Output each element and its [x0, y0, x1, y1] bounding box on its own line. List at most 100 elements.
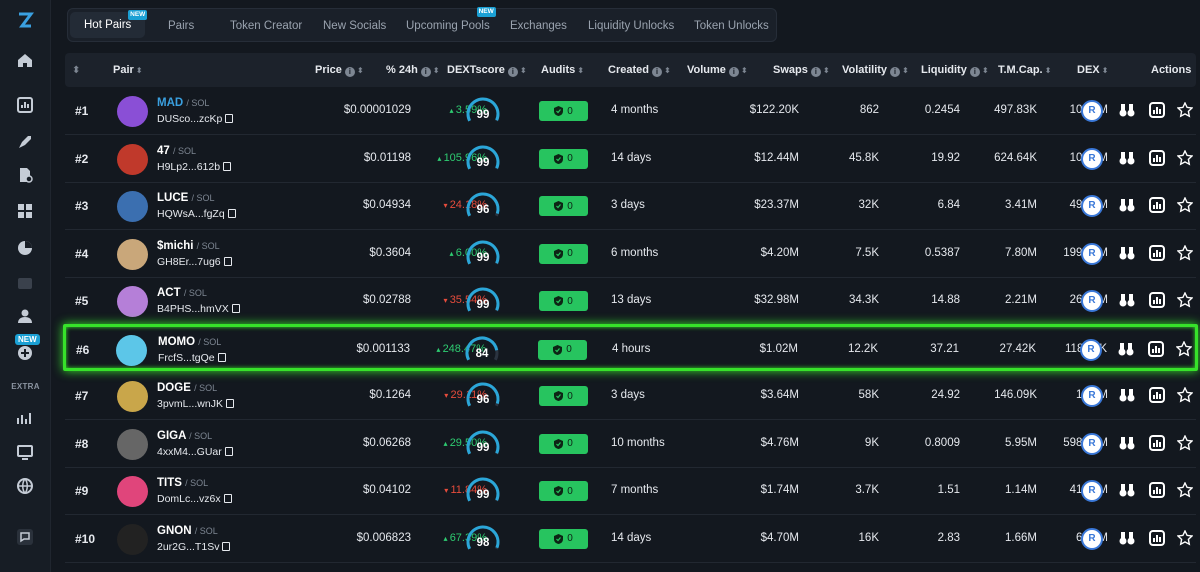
- col-volatility[interactable]: Volatility i ⬍: [842, 53, 909, 87]
- raydium-dex-icon[interactable]: R: [1081, 147, 1103, 170]
- binoculars-icon[interactable]: [1119, 482, 1135, 498]
- binoculars-icon[interactable]: [1119, 150, 1135, 166]
- sort-icon[interactable]: ⬍: [356, 66, 364, 75]
- copy-icon[interactable]: [231, 304, 240, 313]
- sort-icon[interactable]: ⬍: [902, 66, 909, 75]
- binoculars-icon[interactable]: [1119, 102, 1135, 118]
- chart-view-icon[interactable]: [1149, 197, 1165, 213]
- col-actions[interactable]: Actions: [1151, 53, 1191, 87]
- col-dextscore[interactable]: DEXTscore i ⬍: [447, 53, 527, 87]
- pair-name[interactable]: ACT / SOL: [157, 287, 207, 299]
- sort-icon[interactable]: ⬍: [135, 66, 143, 75]
- sort-icon[interactable]: ⬍: [981, 66, 989, 75]
- raydium-dex-icon[interactable]: R: [1080, 338, 1102, 361]
- table-row[interactable]: #3 LUCE / SOL HQWsA...fgZq $0.04934 ▾ 24.18%…: [65, 183, 1196, 230]
- copy-icon[interactable]: [225, 399, 234, 408]
- tab-pairs[interactable]: Pairs: [168, 9, 194, 43]
- info-icon[interactable]: i: [507, 67, 518, 77]
- star-icon[interactable]: [1177, 482, 1193, 498]
- token-avatar[interactable]: [117, 143, 148, 175]
- star-icon[interactable]: [1177, 149, 1193, 166]
- star-icon[interactable]: [1177, 387, 1193, 403]
- pair-name[interactable]: LUCE / SOL: [157, 192, 215, 204]
- info-icon[interactable]: i: [420, 67, 431, 77]
- star-icon[interactable]: [1177, 292, 1193, 308]
- table-row[interactable]: #9 TITS / SOL DomLc...vz6x $0.04102 ▾ 11.84%…: [65, 468, 1196, 515]
- col-created[interactable]: Created i ⬍: [608, 53, 671, 87]
- star-icon[interactable]: [1177, 529, 1193, 546]
- star-icon[interactable]: [1177, 102, 1193, 118]
- pair-name[interactable]: DOGE / SOL: [157, 382, 217, 394]
- tab-upcoming-pools[interactable]: Upcoming Pools NEW: [406, 7, 496, 43]
- pair-name[interactable]: MOMO / SOL: [158, 336, 221, 348]
- col-tmcap[interactable]: T.M.Cap. ⬍: [998, 53, 1051, 87]
- pair-name[interactable]: GNON / SOL: [157, 525, 218, 537]
- pie-chart-nav[interactable]: [13, 236, 37, 260]
- token-avatar[interactable]: [117, 523, 148, 555]
- pair-name[interactable]: TITS / SOL: [157, 477, 208, 489]
- table-row[interactable]: #8 GIGA / SOL 4xxM4...GUar $0.06268 ▴ 29.50%…: [65, 421, 1196, 468]
- tab-liquidity-unlocks[interactable]: Liquidity Unlocks: [588, 9, 674, 43]
- growth-chart-nav[interactable]: [13, 406, 37, 430]
- raydium-dex-icon[interactable]: R: [1081, 527, 1103, 550]
- raydium-dex-icon[interactable]: R: [1081, 100, 1103, 122]
- dextscore-gauge[interactable]: [465, 429, 501, 463]
- token-avatar[interactable]: [117, 96, 148, 127]
- raydium-dex-icon[interactable]: R: [1081, 195, 1103, 217]
- binoculars-icon[interactable]: [1119, 530, 1135, 546]
- chart-view-icon[interactable]: [1148, 340, 1164, 357]
- copy-icon[interactable]: [222, 541, 231, 551]
- raydium-dex-icon[interactable]: R: [1081, 385, 1103, 407]
- chart-view-icon[interactable]: [1149, 434, 1165, 451]
- dextscore-gauge[interactable]: [465, 381, 501, 415]
- col-volume[interactable]: Volume i ⬍: [687, 53, 748, 87]
- token-avatar[interactable]: [117, 191, 148, 222]
- col-price[interactable]: Price i ⬍: [315, 53, 364, 87]
- info-icon[interactable]: i: [344, 67, 355, 77]
- sort-icon[interactable]: ⬍: [740, 66, 748, 75]
- pair-name[interactable]: $michi / SOL: [157, 240, 220, 252]
- col-change[interactable]: % 24h i ⬍: [386, 53, 440, 87]
- dextscore-gauge[interactable]: [465, 286, 501, 320]
- raydium-dex-icon[interactable]: R: [1081, 290, 1103, 312]
- pair-name[interactable]: MAD / SOL: [157, 97, 209, 109]
- tab-new-socials[interactable]: New Socials: [323, 9, 386, 43]
- logo-nav[interactable]: [13, 8, 37, 32]
- raydium-dex-icon[interactable]: R: [1081, 242, 1103, 265]
- star-icon[interactable]: [1177, 197, 1193, 213]
- copy-icon[interactable]: [227, 209, 236, 218]
- sort-icon[interactable]: ⬍: [663, 66, 671, 75]
- sort-icon[interactable]: ⬍: [577, 66, 584, 75]
- binoculars-icon[interactable]: [1118, 341, 1134, 357]
- rocket-nav[interactable]: [13, 130, 37, 154]
- token-avatar[interactable]: [117, 428, 148, 460]
- dextscore-gauge[interactable]: [465, 191, 501, 225]
- copy-icon[interactable]: [224, 446, 233, 456]
- chart-view-icon[interactable]: [1149, 292, 1165, 308]
- monitor-nav[interactable]: [13, 440, 37, 464]
- dextscore-gauge[interactable]: [465, 476, 501, 510]
- file-check-nav[interactable]: [13, 163, 37, 187]
- info-icon[interactable]: i: [890, 67, 901, 77]
- copy-icon[interactable]: [223, 161, 232, 171]
- star-icon[interactable]: [1176, 340, 1192, 357]
- star-icon[interactable]: [1177, 434, 1193, 451]
- copy-icon[interactable]: [217, 352, 226, 362]
- copy-icon[interactable]: [223, 256, 232, 266]
- audit-badge[interactable]: 0: [539, 433, 588, 454]
- token-avatar[interactable]: [117, 381, 148, 412]
- wallet-nav[interactable]: [13, 271, 37, 295]
- audit-badge[interactable]: 0: [539, 243, 588, 264]
- col-sort[interactable]: ⬍: [70, 53, 80, 87]
- copy-icon[interactable]: [225, 114, 234, 123]
- sort-icon[interactable]: ⬍: [1101, 66, 1109, 75]
- chart-view-icon[interactable]: [1149, 387, 1165, 403]
- audit-badge[interactable]: 0: [539, 481, 588, 501]
- chart-view-icon[interactable]: [1149, 149, 1165, 166]
- tab-token-unlocks[interactable]: Token Unlocks: [694, 9, 769, 43]
- sort-icon[interactable]: ⬍: [432, 66, 440, 75]
- binoculars-icon[interactable]: [1119, 387, 1135, 403]
- token-avatar[interactable]: [117, 476, 148, 507]
- user-nav[interactable]: [13, 304, 37, 328]
- dextscore-gauge[interactable]: [465, 96, 501, 130]
